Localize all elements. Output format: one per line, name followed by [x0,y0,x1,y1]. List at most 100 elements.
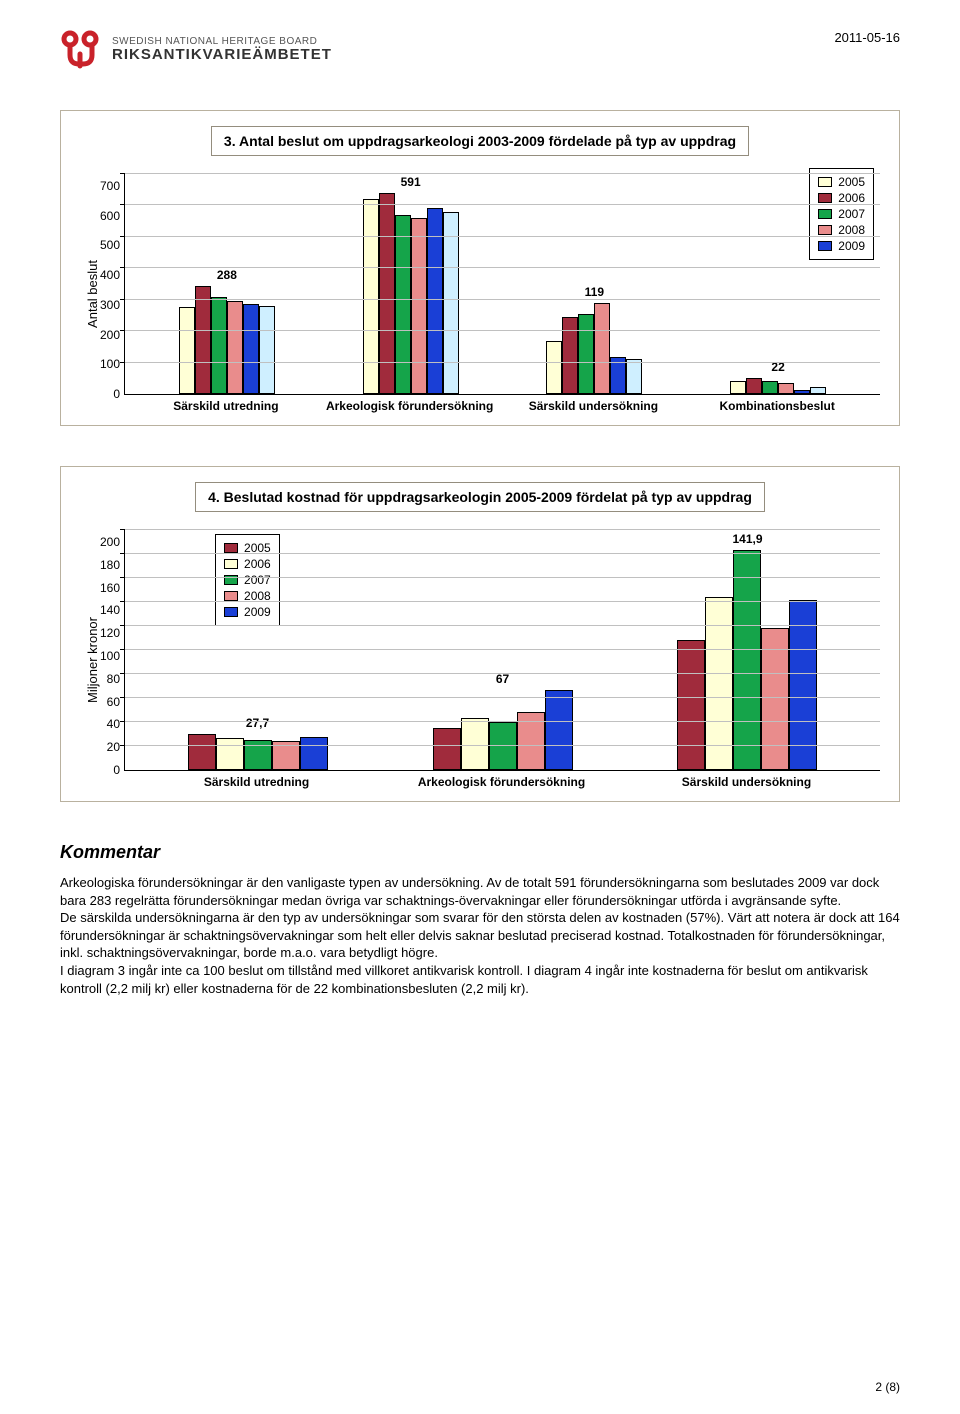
bar [433,728,461,770]
chart-4-ylabel: Miljoner kronor [81,617,100,703]
chart-4-groups: 27,7 67 141,9 [125,530,880,770]
ytick: 120 [100,627,120,639]
x-label: Särskild utredning [134,399,318,413]
gridline [120,697,880,698]
page: SWEDISH NATIONAL HERITAGE BOARD RIKSANTI… [0,0,960,1414]
gridline [120,267,880,268]
header: SWEDISH NATIONAL HERITAGE BOARD RIKSANTI… [60,30,900,70]
ytick: 0 [113,764,120,776]
ytick: 600 [100,210,120,222]
ytick: 200 [100,329,120,341]
bar [594,303,610,394]
bar [794,390,810,394]
bar [216,738,244,770]
bar [778,383,794,394]
logo-icon [60,30,104,70]
gridline [120,236,880,237]
bar [762,381,778,394]
chart-4-xlabels: Särskild utredningArkeologisk förundersö… [124,771,879,789]
bar [746,378,762,394]
gridline [120,649,880,650]
bar [259,306,275,394]
ytick: 400 [100,269,120,281]
ytick: 40 [107,718,120,730]
ytick: 200 [100,536,120,548]
bar [545,690,573,770]
ytick: 60 [107,696,120,708]
chart-3-title: 3. Antal beslut om uppdragsarkeologi 200… [211,126,749,156]
gridline [120,362,880,363]
bar [489,722,517,770]
gridline [120,745,880,746]
bar [677,640,705,770]
x-label: Särskild undersökning [624,775,869,789]
bar-value-label: 27,7 [188,716,328,730]
ytick: 0 [113,388,120,400]
bar [578,314,594,394]
bar-group: 288 [179,286,275,394]
x-label: Särskild utredning [134,775,379,789]
bar [211,297,227,394]
kommentar: Kommentar Arkeologiska förundersökningar… [60,840,900,997]
bar [395,215,411,394]
bar-group: 22 [730,378,826,394]
ytick: 700 [100,180,120,192]
bar-group: 591 [363,193,459,394]
bar [411,218,427,394]
bar-value-label: 119 [546,285,642,299]
bar [733,550,761,770]
chart-3-ylabel: Antal beslut [81,260,100,328]
ytick: 100 [100,650,120,662]
bar-group: 27,7 [188,734,328,770]
chart-4-yticks: 200180160140120100806040200 [100,530,124,770]
gridline [120,601,880,602]
bar [810,387,826,394]
gridline [120,529,880,530]
logo-block: SWEDISH NATIONAL HERITAGE BOARD RIKSANTI… [60,30,332,70]
gridline [120,625,880,626]
ytick: 140 [100,604,120,616]
chart-4: 4. Beslutad kostnad för uppdragsarkeolog… [60,466,900,802]
x-label: Kombinationsbeslut [685,399,869,413]
chart-3-xlabels: Särskild utredningArkeologisk förundersö… [124,395,879,413]
chart-4-plot: 20052006200720082009 27,767141,9 [124,530,880,771]
gridline [120,673,880,674]
gridline [120,204,880,205]
bar [227,301,243,394]
x-label: Arkeologisk förundersökning [379,775,624,789]
gridline [120,330,880,331]
kommentar-body: Arkeologiska förundersökningar är den va… [60,874,900,997]
ytick: 180 [100,559,120,571]
date: 2011-05-16 [834,30,900,45]
ytick: 160 [100,582,120,594]
gridline [120,577,880,578]
bar-value-label: 591 [363,175,459,189]
chart-3: 3. Antal beslut om uppdragsarkeologi 200… [60,110,900,426]
bar [626,359,642,394]
gridline [120,299,880,300]
ytick: 100 [100,358,120,370]
bar [179,307,195,394]
gridline [120,173,880,174]
page-number: 2 (8) [875,1380,900,1394]
gridline [120,721,880,722]
bar [243,304,259,395]
bar [195,286,211,394]
bar [379,193,395,394]
bar [188,734,216,770]
bar-group: 67 [433,690,573,770]
x-label: Arkeologisk förundersökning [318,399,502,413]
bar [443,212,459,394]
x-label: Särskild undersökning [502,399,686,413]
ytick: 80 [107,673,120,685]
bar [562,317,578,394]
chart-4-title: 4. Beslutad kostnad för uppdragsarkeolog… [195,482,765,512]
bar-group: 141,9 [677,550,817,770]
logo-line-2: RIKSANTIKVARIEÄMBETET [112,47,332,63]
bar [300,737,328,770]
ytick: 20 [107,741,120,753]
bar [546,341,562,394]
ytick: 500 [100,239,120,251]
bar [363,199,379,394]
kommentar-heading: Kommentar [60,840,900,864]
